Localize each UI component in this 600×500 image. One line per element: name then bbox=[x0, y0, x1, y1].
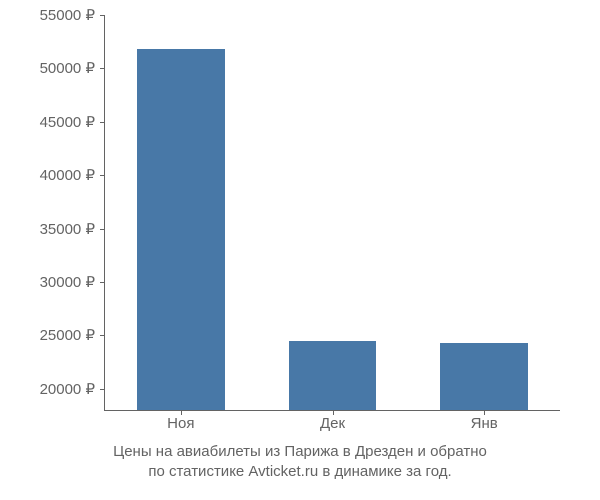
x-tick-mark bbox=[181, 410, 182, 415]
y-tick-mark bbox=[100, 282, 105, 283]
chart-caption: Цены на авиабилеты из Парижа в Дрезден и… bbox=[0, 442, 600, 483]
y-tick-mark bbox=[100, 68, 105, 69]
y-tick-mark bbox=[100, 389, 105, 390]
y-tick-label: 25000 ₽ bbox=[40, 326, 95, 344]
bar bbox=[440, 343, 528, 410]
price-chart: 20000 ₽ 25000 ₽ 30000 ₽ 35000 ₽ 40000 ₽ 45000… bbox=[0, 0, 600, 500]
caption-line-1: Цены на авиабилеты из Парижа в Дрезден и… bbox=[113, 443, 487, 460]
bar bbox=[289, 341, 377, 410]
caption-line-2: по статистике Avticket.ru в динамике за … bbox=[148, 463, 451, 480]
bar bbox=[137, 49, 225, 410]
x-tick-label: Ноя bbox=[167, 415, 194, 432]
x-tick-label: Янв bbox=[471, 415, 498, 432]
x-tick-mark bbox=[484, 410, 485, 415]
y-tick-mark bbox=[100, 335, 105, 336]
y-tick-mark bbox=[100, 15, 105, 16]
y-tick-label: 20000 ₽ bbox=[40, 380, 95, 398]
x-tick-mark bbox=[333, 410, 334, 415]
x-tick-label: Дек bbox=[320, 415, 345, 432]
y-tick-label: 35000 ₽ bbox=[40, 220, 95, 238]
plot-area bbox=[105, 15, 560, 410]
y-tick-label: 45000 ₽ bbox=[40, 113, 95, 131]
y-tick-label: 40000 ₽ bbox=[40, 166, 95, 184]
y-tick-mark bbox=[100, 175, 105, 176]
y-tick-label: 55000 ₽ bbox=[40, 6, 95, 24]
y-tick-mark bbox=[100, 122, 105, 123]
y-tick-mark bbox=[100, 229, 105, 230]
y-axis-line bbox=[104, 15, 105, 410]
y-tick-label: 50000 ₽ bbox=[40, 59, 95, 77]
y-tick-label: 30000 ₽ bbox=[40, 273, 95, 291]
